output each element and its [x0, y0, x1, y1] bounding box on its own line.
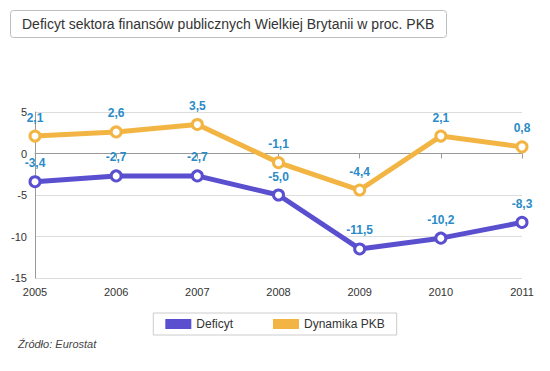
svg-text:2007: 2007	[185, 286, 209, 298]
svg-text:5: 5	[20, 106, 27, 118]
svg-text:-10,2: -10,2	[427, 213, 455, 227]
svg-text:Źródło: Eurostat: Źródło: Eurostat	[17, 338, 97, 350]
svg-text:-15: -15	[11, 272, 27, 284]
svg-text:-2,7: -2,7	[187, 150, 208, 164]
svg-text:Deficyt sektora finansów publi: Deficyt sektora finansów publicznych Wie…	[22, 16, 434, 32]
svg-text:-8,3: -8,3	[512, 197, 533, 211]
svg-text:2,1: 2,1	[27, 111, 44, 125]
svg-text:3,5: 3,5	[189, 99, 206, 113]
svg-text:2,6: 2,6	[108, 106, 125, 120]
svg-text:2009: 2009	[347, 286, 371, 298]
svg-text:0: 0	[20, 147, 27, 160]
svg-text:Deficyt: Deficyt	[196, 317, 233, 331]
svg-text:2,1: 2,1	[432, 111, 449, 125]
svg-text:2008: 2008	[266, 286, 290, 298]
svg-text:2006: 2006	[104, 286, 128, 298]
svg-text:-5,0: -5,0	[268, 170, 289, 184]
svg-text:-5: -5	[17, 189, 27, 201]
svg-text:0,8: 0,8	[514, 121, 531, 135]
svg-text:-11,5: -11,5	[346, 223, 373, 237]
svg-text:-1,1: -1,1	[268, 137, 289, 151]
svg-text:2011: 2011	[510, 286, 534, 298]
svg-text:-2,7: -2,7	[106, 150, 127, 164]
svg-text:2005: 2005	[23, 286, 47, 298]
svg-text:Dynamika PKB: Dynamika PKB	[304, 317, 385, 331]
svg-text:2010: 2010	[429, 286, 453, 298]
svg-text:-4,4: -4,4	[349, 165, 370, 179]
svg-text:-3,4: -3,4	[25, 156, 46, 170]
svg-text:-10: -10	[11, 231, 27, 243]
